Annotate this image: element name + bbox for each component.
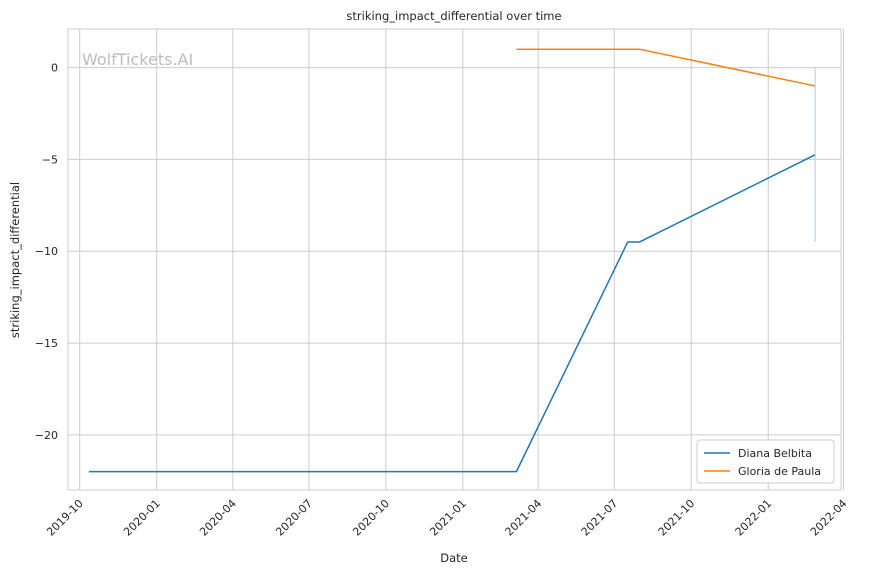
x-tick-label: 2022-01: [733, 497, 775, 539]
series-line-gloria-de-paula: [516, 48, 816, 87]
plot-background: [68, 29, 841, 490]
series-layer: [88, 48, 816, 473]
x-tick-label: 2021-07: [579, 497, 621, 539]
y-tick-label: −5: [42, 153, 58, 166]
x-tick-labels: 2019-10 2020-01 2020-04 2020-07 2020-10 2021-…: [44, 497, 849, 539]
x-tick-label: 2020-10: [350, 497, 392, 539]
y-tick-label: −20: [35, 429, 58, 442]
x-tick-label: 2019-10: [44, 497, 86, 539]
plot-border: [67, 28, 842, 491]
y-tick-label: −10: [35, 245, 58, 258]
x-tick-label: 2021-10: [656, 497, 698, 539]
legend-box: [696, 439, 835, 484]
x-tick-label: 2021-01: [427, 497, 469, 539]
y-tick-labels: 0 −5 −10 −15 −20: [35, 62, 58, 442]
x-tick-label: 2022-04: [808, 497, 850, 539]
legend-label-diana-belbita: Diana Belbita: [738, 447, 812, 460]
legend-label-gloria-de-paula: Gloria de Paula: [738, 465, 821, 478]
legend: Diana Belbita Gloria de Paula: [696, 439, 835, 484]
x-tick-label: 2021-04: [503, 497, 545, 539]
x-tick-label: 2020-04: [197, 497, 239, 539]
x-tick-label: 2020-01: [121, 497, 163, 539]
x-tick-label: 2020-07: [273, 497, 315, 539]
y-axis-title: striking_impact_differential: [8, 182, 22, 338]
x-axis-title: Date: [440, 551, 468, 565]
y-tick-label: 0: [51, 62, 58, 75]
watermark: WolfTickets.AI: [82, 50, 193, 69]
y-tick-label: −15: [35, 337, 58, 350]
grid-lines: [68, 29, 845, 490]
series-line-diana-belbita: [88, 154, 816, 473]
chart-title: striking_impact_differential over time: [346, 9, 561, 23]
